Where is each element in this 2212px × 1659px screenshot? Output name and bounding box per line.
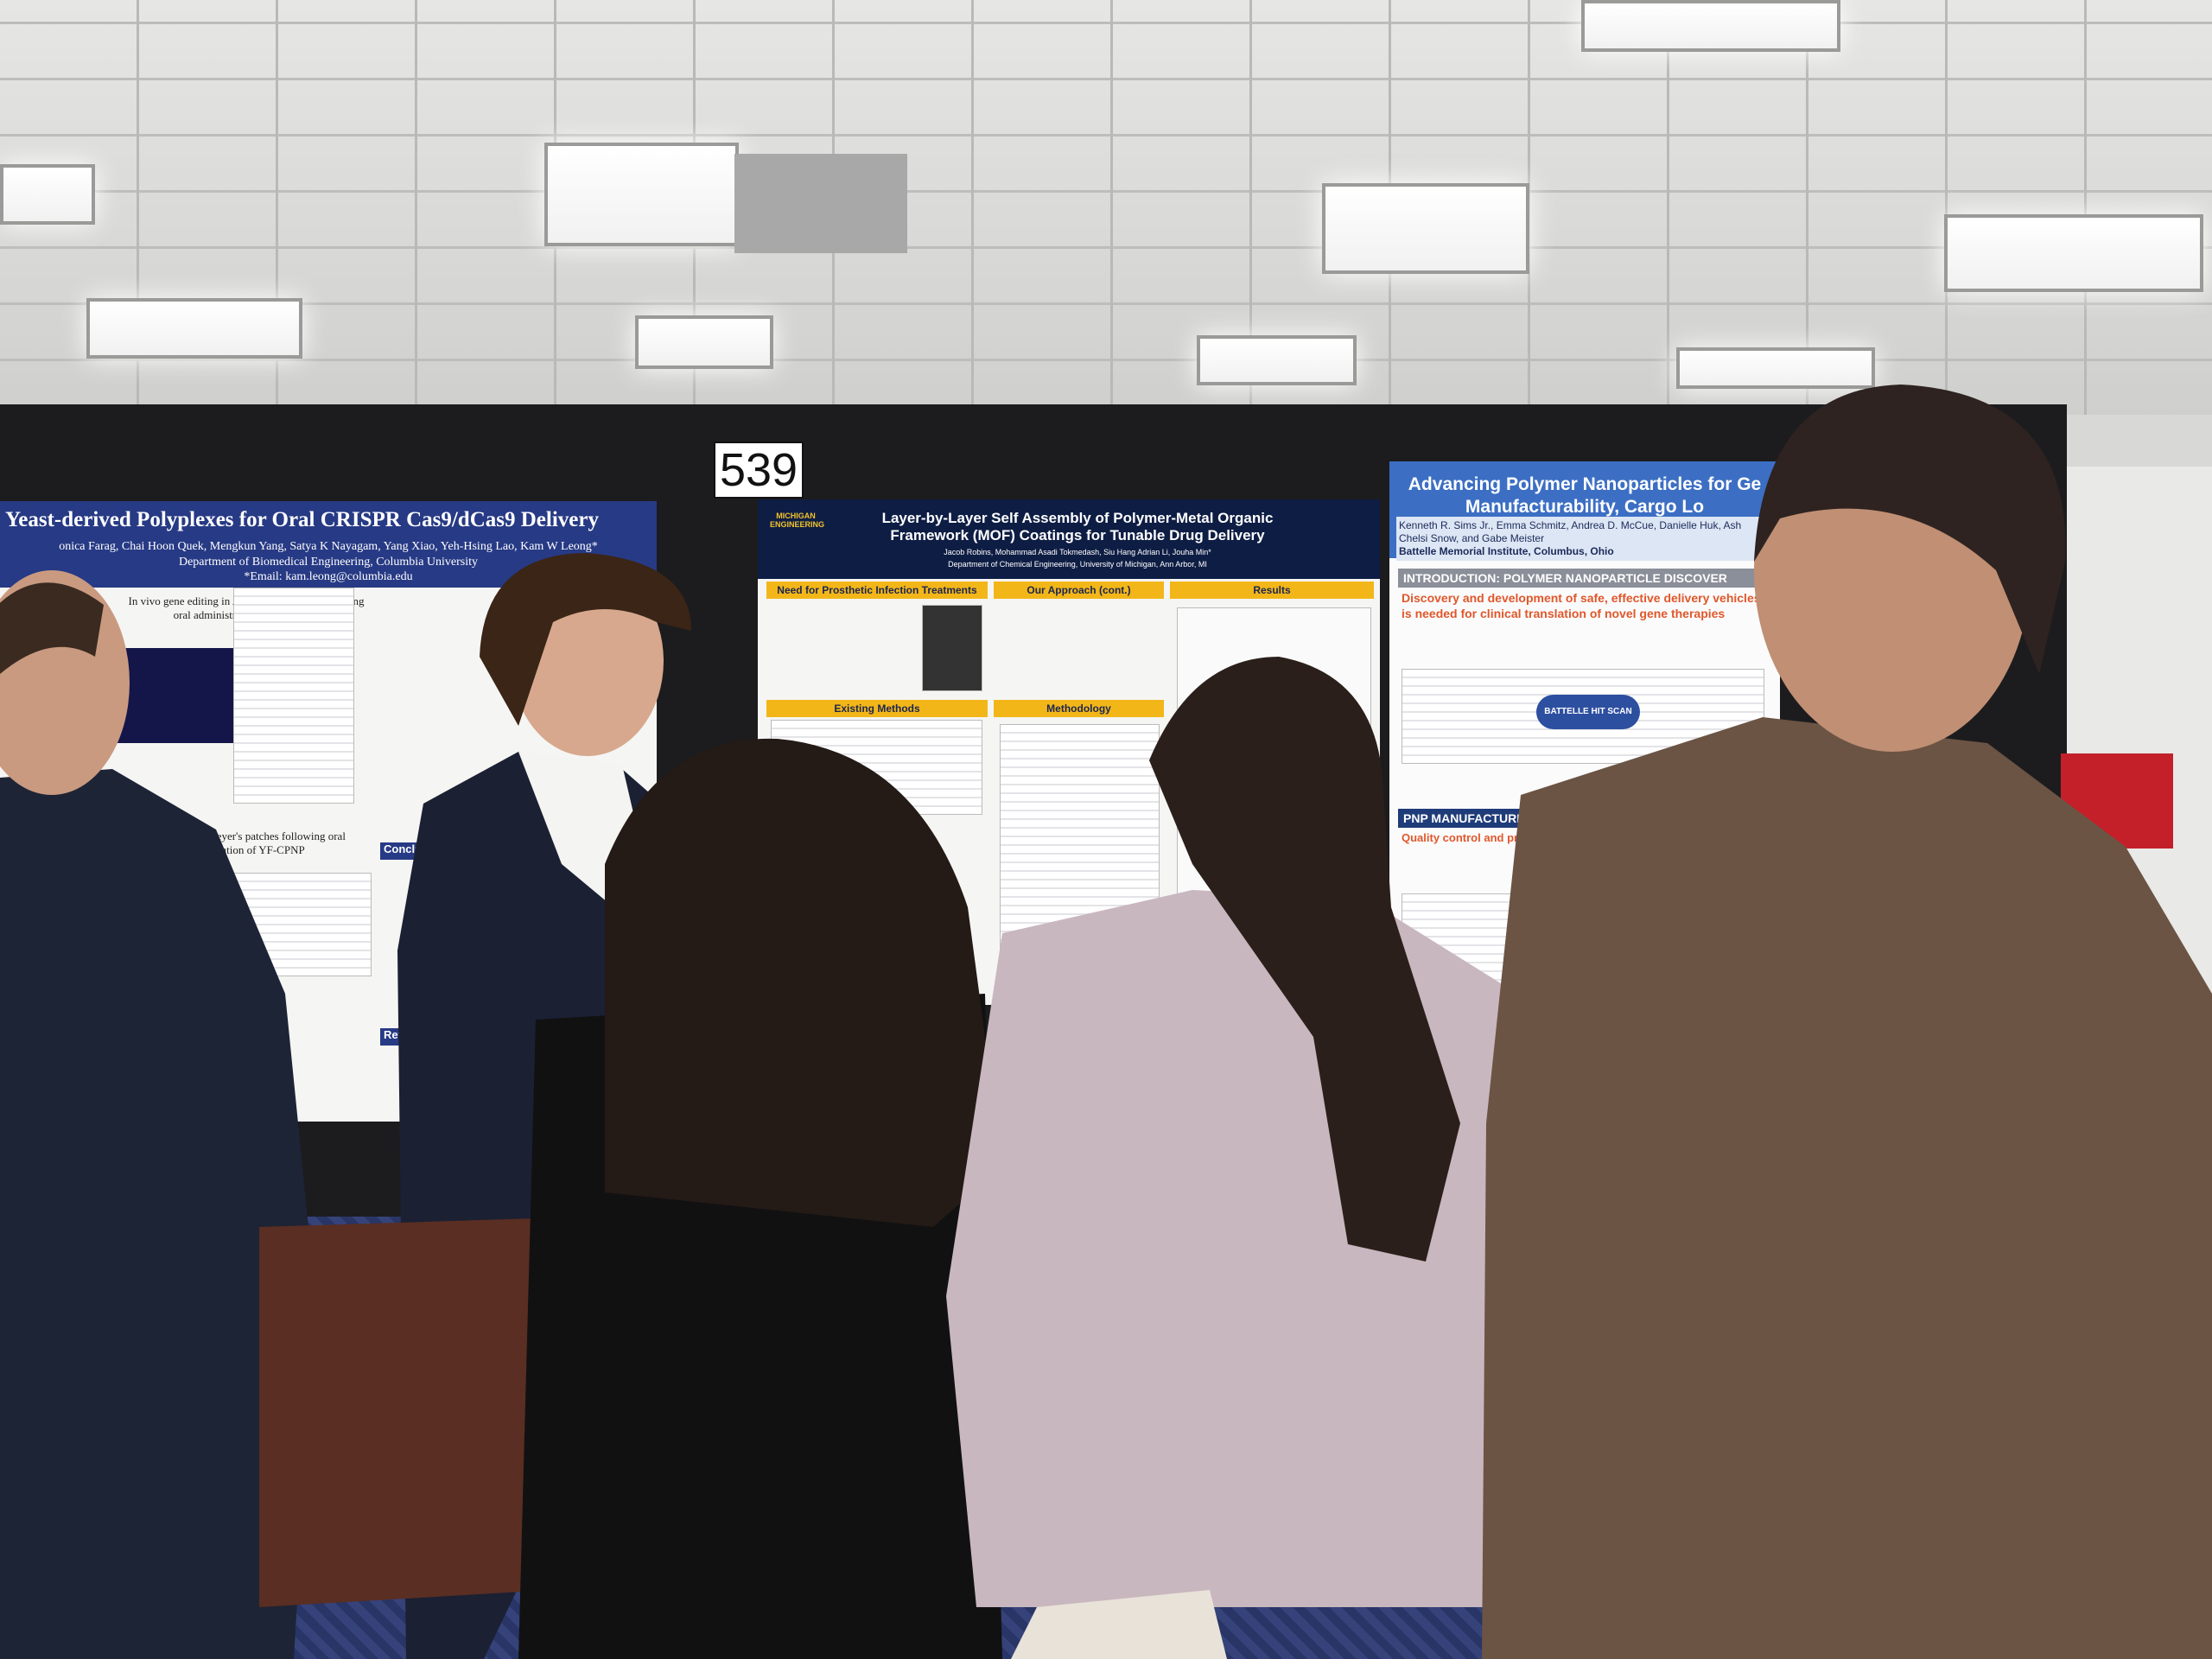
person-jacket bbox=[1482, 717, 2212, 1659]
person-hair bbox=[0, 582, 104, 674]
purse bbox=[1011, 1590, 1227, 1659]
affiliation: Department of Chemical Engineering, Univ… bbox=[948, 560, 1207, 569]
authors: Kenneth R. Sims Jr., Emma Schmitz, Andre… bbox=[1399, 519, 1742, 531]
ceiling-light bbox=[1676, 347, 1875, 389]
ceiling-light bbox=[86, 298, 302, 359]
ceiling-light bbox=[1197, 335, 1357, 385]
figure bbox=[233, 588, 354, 804]
authors: Chelsi Snow, and Gabe Meister bbox=[1399, 532, 1545, 544]
poster-header: MICHIGAN ENGINEERING Layer-by-Layer Self… bbox=[758, 499, 1380, 579]
section-heading: Need for Prosthetic Infection Treatments bbox=[766, 582, 988, 599]
authors: Jacob Robins, Mohammad Asadi Tokmedash, … bbox=[944, 548, 1211, 556]
authors: onica Farag, Chai Hoon Quek, Mengkun Yan… bbox=[59, 540, 598, 553]
affiliation: Department of Biomedical Engineering, Co… bbox=[178, 555, 479, 569]
email: *Email: kam.leong@columbia.edu bbox=[244, 570, 413, 583]
vent bbox=[734, 154, 907, 253]
poster-title: Manufacturability, Cargo Lo bbox=[1465, 497, 1705, 518]
affiliation: Battelle Memorial Institute, Columbus, O… bbox=[1399, 545, 1614, 557]
poster-title: Yeast-derived Polyplexes for Oral CRISPR… bbox=[0, 501, 657, 539]
person-hair bbox=[1754, 385, 2066, 674]
logo: BATTELLE HIT SCAN bbox=[1536, 695, 1640, 729]
section-heading: Our Approach (cont.) bbox=[994, 582, 1164, 599]
person-hair bbox=[480, 553, 691, 726]
section-heading: Results bbox=[1170, 582, 1374, 599]
poster-title: Advancing Polymer Nanoparticles for Ge bbox=[1408, 474, 1762, 494]
ceiling-light bbox=[544, 143, 739, 246]
booth-number: 539 bbox=[714, 442, 804, 499]
person-suit bbox=[0, 769, 315, 1659]
ceiling-light bbox=[1322, 183, 1529, 274]
ceiling-light bbox=[635, 315, 773, 369]
ceiling-light bbox=[1581, 0, 1840, 52]
ceiling-light bbox=[1944, 214, 2203, 292]
ceiling-light bbox=[0, 164, 95, 225]
person-hair bbox=[605, 738, 1002, 1227]
highlight: Discovery and development of safe, effec… bbox=[1402, 591, 1761, 620]
section-heading: Methodology bbox=[994, 700, 1164, 717]
section-heading: Existing Methods bbox=[766, 700, 988, 717]
author-block: Kenneth R. Sims Jr., Emma Schmitz, Andre… bbox=[1396, 517, 1780, 561]
person-hair bbox=[1149, 657, 1460, 1262]
poster-title: Layer-by-Layer Self Assembly of Polymer-… bbox=[881, 510, 1274, 544]
logo: MICHIGAN ENGINEERING bbox=[770, 512, 825, 529]
figure bbox=[922, 605, 982, 691]
person-sweater bbox=[946, 890, 1529, 1607]
handbag bbox=[259, 1218, 553, 1607]
section-heading: INTRODUCTION: POLYMER NANOPARTICLE DISCO… bbox=[1398, 569, 1780, 588]
ceiling bbox=[0, 0, 2212, 415]
